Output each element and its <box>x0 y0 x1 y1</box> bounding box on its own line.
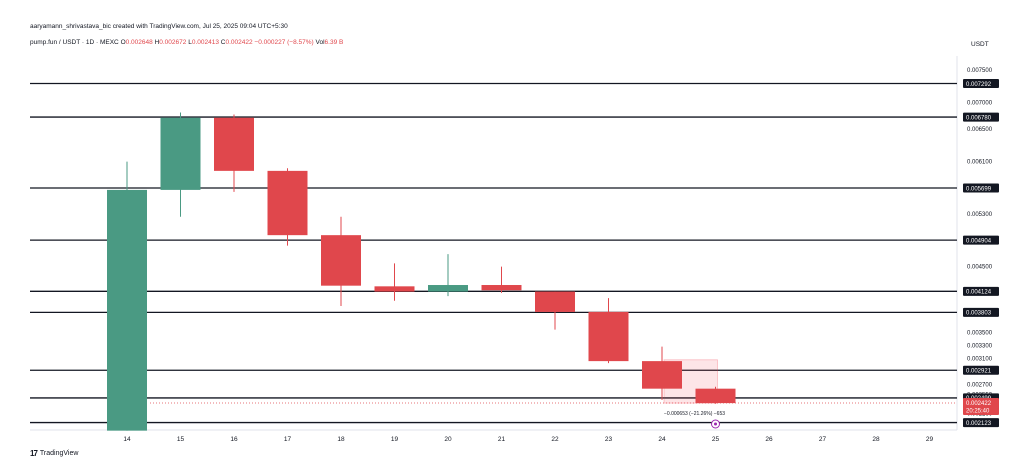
candle-body <box>695 388 736 404</box>
open-value: 0.002648 <box>125 39 153 46</box>
price-tick-label: 0.003100 <box>967 356 993 362</box>
date-tick-label: 18 <box>337 436 345 443</box>
date-tick-label: 17 <box>284 436 292 443</box>
price-tick-label: 0.007000 <box>967 101 993 107</box>
close-value: 0.002422 <box>225 39 253 46</box>
symbol-name[interactable]: pump.fun / USDT · 1D · MEXC <box>30 39 119 46</box>
level-price-label: 0.002123 <box>966 421 992 427</box>
tradingview-brand-text: TradingView <box>39 450 79 457</box>
volume-value: 6.39 B <box>324 39 344 46</box>
candle-body <box>321 235 361 286</box>
volume-label: Vol <box>315 39 325 46</box>
measure-label: −0.000653 (−21.26%) −653 <box>664 411 725 417</box>
low-label: L <box>188 39 192 46</box>
last-price-label: 0.002422 <box>966 401 992 407</box>
level-price-tag <box>963 78 999 88</box>
candle-body <box>642 361 682 389</box>
date-tick-label: 16 <box>230 436 238 443</box>
candle-body <box>588 311 629 362</box>
date-tick-label: 19 <box>391 436 399 443</box>
level-price-label: 0.006780 <box>966 115 992 121</box>
date-tick-label: 29 <box>926 436 934 443</box>
price-tick-label: 0.006500 <box>967 127 993 133</box>
candle-body <box>374 286 415 292</box>
price-tick-label: 0.004500 <box>967 265 993 271</box>
date-tick-label: 25 <box>712 436 720 443</box>
candle-body <box>267 170 308 236</box>
level-price-tag <box>963 307 999 317</box>
level-price-tag <box>963 235 999 245</box>
price-tick-label: 0.005300 <box>967 212 993 218</box>
date-tick-label: 22 <box>551 436 559 443</box>
price-tick-label: 0.007500 <box>967 68 993 74</box>
high-label: H <box>154 39 160 46</box>
level-price-label: 0.002921 <box>966 369 992 375</box>
date-tick-label: 27 <box>819 436 827 443</box>
date-tick-label: 15 <box>177 436 185 443</box>
level-price-tag <box>963 286 999 296</box>
date-tick-label: 28 <box>872 436 880 443</box>
candle-body <box>214 117 254 171</box>
level-price-tag <box>963 418 999 428</box>
high-value: 0.002672 <box>159 39 187 46</box>
price-tick-label: 0.002700 <box>967 383 993 389</box>
created-by-text: aaryamann_shrivastava_bic created with T… <box>30 23 288 30</box>
date-tick-label: 26 <box>765 436 773 443</box>
currency-unit-label: USDT <box>971 41 989 48</box>
symbol-legend: pump.fun / USDT · 1D · MEXC O0.002648 H0… <box>30 39 343 46</box>
candle-body <box>481 285 522 291</box>
candle-body <box>535 291 575 312</box>
level-price-tag <box>963 112 999 122</box>
event-marker-dot <box>714 422 717 426</box>
low-value: 0.002413 <box>191 39 219 46</box>
change-value: −0.000227 (−8.57%) <box>254 39 314 46</box>
close-label: C <box>220 39 226 46</box>
price-tick-label: 0.003500 <box>967 330 993 336</box>
date-tick-label: 14 <box>123 436 131 443</box>
price-tick-label: 0.003300 <box>967 343 993 349</box>
candle-body <box>428 285 468 292</box>
level-price-tag <box>963 365 999 375</box>
level-price-label: 0.005699 <box>966 186 992 192</box>
level-price-tag <box>963 183 999 193</box>
level-price-label: 0.004124 <box>966 290 992 296</box>
tradingview-brand: 17 TradingView <box>30 449 78 458</box>
level-price-label: 0.007292 <box>966 82 992 88</box>
date-tick-label: 21 <box>498 436 506 443</box>
last-price-tag <box>963 397 999 415</box>
open-label: O <box>120 39 126 46</box>
candle-body <box>160 117 201 190</box>
date-tick-label: 24 <box>658 436 666 443</box>
price-tick-label: 0.006100 <box>967 160 993 166</box>
date-tick-label: 23 <box>605 436 613 443</box>
level-price-label: 0.003803 <box>966 311 992 317</box>
level-price-label: 0.004904 <box>966 238 992 244</box>
countdown-label: 20:25:40 <box>966 408 990 414</box>
candle-body <box>107 189 147 431</box>
tradingview-logo-icon: 17 <box>30 449 38 458</box>
date-tick-label: 20 <box>444 436 452 443</box>
